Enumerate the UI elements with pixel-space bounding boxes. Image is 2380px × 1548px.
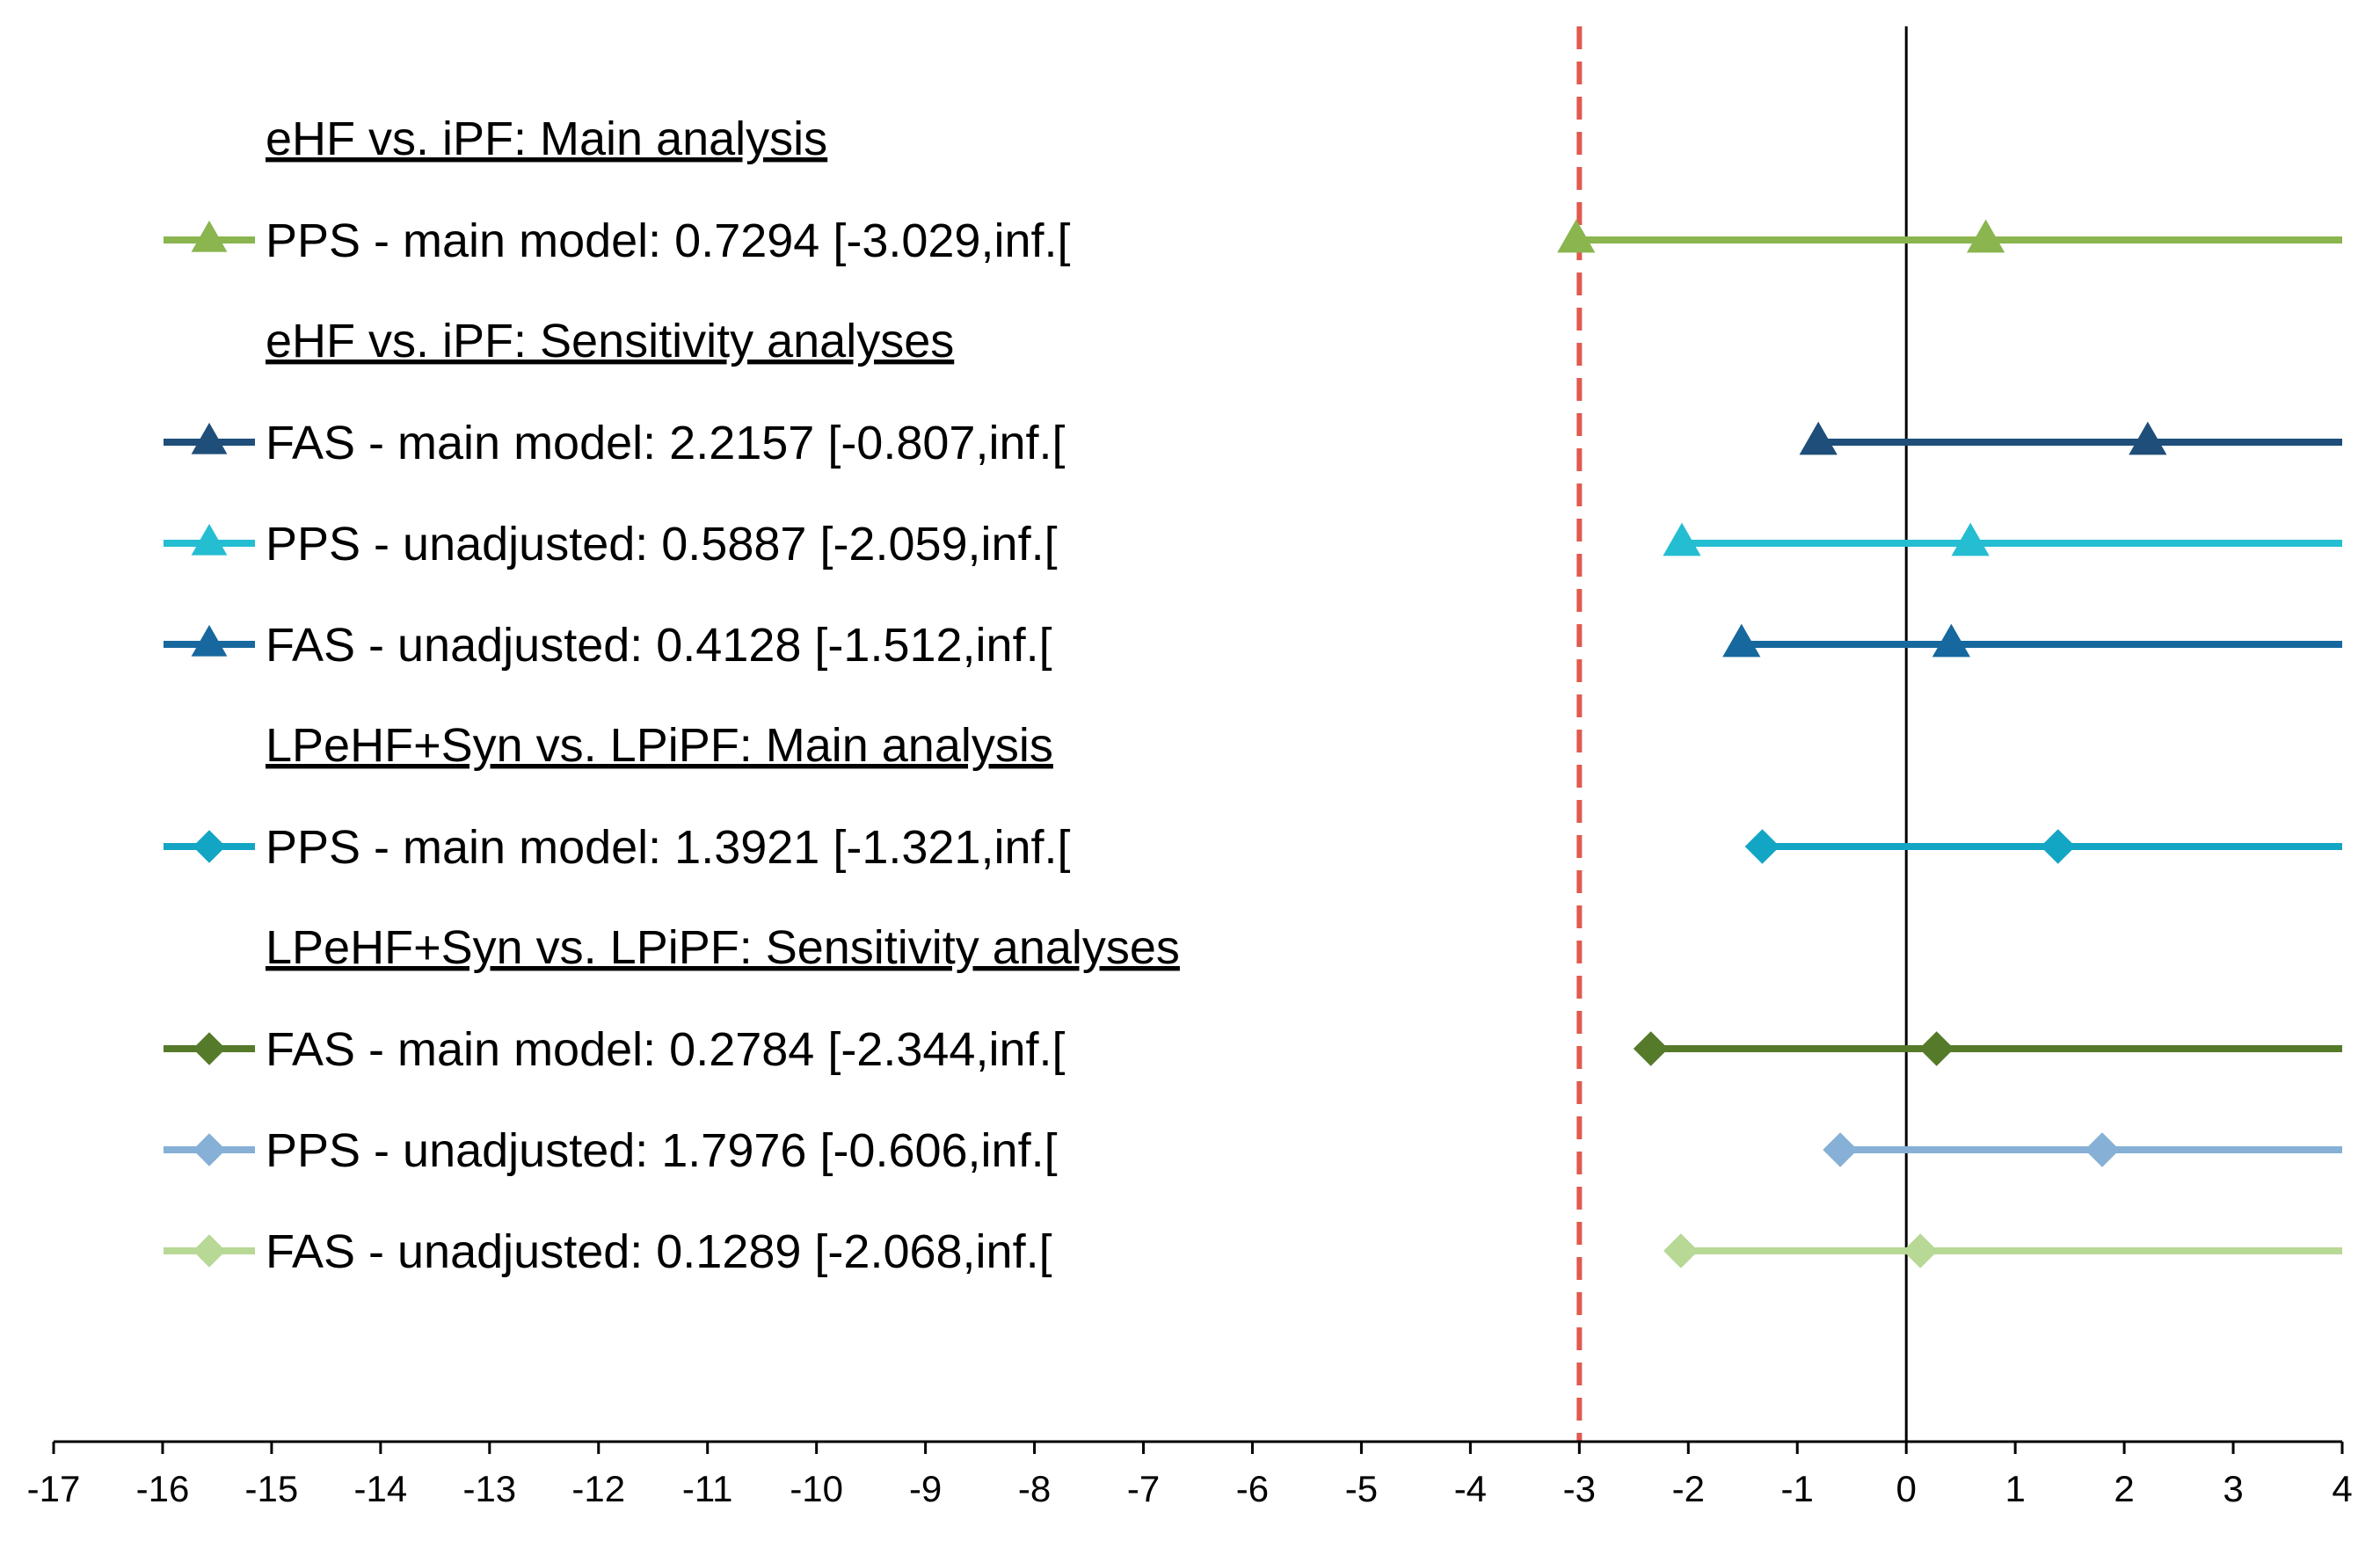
group-heading: LPeHF+Syn vs. LPiPF: Sensitivity analyse… [266, 921, 1180, 974]
x-tick-label: 1 [2005, 1468, 2025, 1509]
series-row [1722, 623, 2342, 658]
legend-diamond-icon [193, 1234, 226, 1268]
lower-bound-marker [1663, 522, 1701, 556]
estimate-marker [2129, 421, 2167, 455]
lower-bound-marker [1722, 623, 1761, 658]
legend-item [164, 422, 255, 454]
x-tick-label: -13 [462, 1468, 516, 1509]
x-tick-label: -11 [682, 1468, 733, 1509]
reference-lines [1576, 26, 1908, 1442]
x-axis: -17 -16 -15 -14 -13 -12 -11 -10 -9 -8 -7 -6 -5 -4 -3 -2… [27, 1440, 2353, 1509]
lower-bound-marker [1744, 829, 1780, 864]
x-tick-label: -1 [1781, 1468, 1814, 1509]
x-tick-label: -7 [1127, 1468, 1160, 1509]
legend-triangle-icon [191, 523, 228, 556]
legend-diamond-icon [193, 1133, 226, 1166]
lower-bound-marker [1823, 1132, 1858, 1167]
series-label: PPS - main model: 0.7294 [-3.029,inf.[ [266, 214, 1071, 267]
group-heading: eHF vs. iPF: Sensitivity analyses [266, 315, 954, 367]
x-tick-label: -3 [1563, 1468, 1596, 1509]
x-tick-label: 2 [2114, 1468, 2134, 1509]
legend-triangle-icon [191, 422, 228, 454]
x-tick-label: 4 [2332, 1468, 2352, 1509]
legend-triangle-icon [191, 220, 228, 252]
legend-item [164, 624, 255, 657]
series-label: PPS - unadjusted: 0.5887 [-2.059,inf.[ [266, 518, 1058, 571]
series-row [1663, 522, 2342, 556]
series-label: FAS - unadjusted: 0.1289 [-2.068,inf.[ [266, 1225, 1052, 1278]
estimate-marker [1903, 1233, 1938, 1268]
series-row [1633, 1031, 2342, 1066]
lower-bound-marker [1663, 1233, 1699, 1268]
group-heading: LPeHF+Syn vs. LPiPF: Main analysis [266, 719, 1053, 772]
series-row [1557, 219, 2342, 253]
x-tick-label: -2 [1672, 1468, 1705, 1509]
x-tick-label: -8 [1018, 1468, 1051, 1509]
legend-item [164, 1032, 255, 1065]
x-tick-label: -4 [1454, 1468, 1487, 1509]
x-tick-label: -10 [790, 1468, 843, 1509]
estimate-marker [1918, 1031, 1954, 1066]
legend-diamond-icon [193, 1032, 226, 1065]
series-marks [1557, 219, 2342, 1268]
x-tick-label: -15 [245, 1468, 299, 1509]
lower-bound-marker [1799, 421, 1838, 455]
legend-item [164, 220, 255, 252]
series-label: PPS - unadjusted: 1.7976 [-0.606,inf.[ [266, 1124, 1058, 1177]
lower-bound-marker [1557, 219, 1596, 253]
x-tick-label: -12 [571, 1468, 625, 1509]
series-label: FAS - main model: 2.2157 [-0.807,inf.[ [266, 417, 1065, 469]
row-labels: eHF vs. iPF: Main analysis PPS - main mod… [164, 113, 1180, 1278]
legend-triangle-icon [191, 624, 228, 657]
series-row [1744, 829, 2342, 864]
x-tick-label: 0 [1896, 1468, 1917, 1509]
estimate-marker [1967, 219, 2005, 253]
series-row [1823, 1132, 2342, 1167]
estimate-marker [2040, 829, 2076, 864]
x-tick-label: -14 [354, 1468, 408, 1509]
series-row [1799, 421, 2342, 455]
series-label: PPS - main model: 1.3921 [-1.321,inf.[ [266, 821, 1071, 874]
estimate-marker [2085, 1132, 2120, 1167]
estimate-marker [1932, 623, 1970, 658]
group-heading: eHF vs. iPF: Main analysis [266, 113, 827, 165]
legend-item [164, 830, 255, 863]
series-label: FAS - main model: 0.2784 [-2.344,inf.[ [266, 1023, 1065, 1076]
x-tick-label: -17 [27, 1468, 81, 1509]
x-tick-label: -5 [1345, 1468, 1378, 1509]
legend-item [164, 523, 255, 556]
x-tick-label: 3 [2223, 1468, 2243, 1509]
x-tick-label: -6 [1236, 1468, 1269, 1509]
estimate-marker [1951, 522, 1990, 556]
x-tick-label: -9 [909, 1468, 942, 1509]
legend-item [164, 1234, 255, 1268]
series-label: FAS - unadjusted: 0.4128 [-1.512,inf.[ [266, 619, 1052, 672]
legend-item [164, 1133, 255, 1166]
x-tick-label: -16 [136, 1468, 190, 1509]
lower-bound-marker [1633, 1031, 1669, 1066]
series-row [1663, 1233, 2342, 1268]
legend-diamond-icon [193, 830, 226, 863]
